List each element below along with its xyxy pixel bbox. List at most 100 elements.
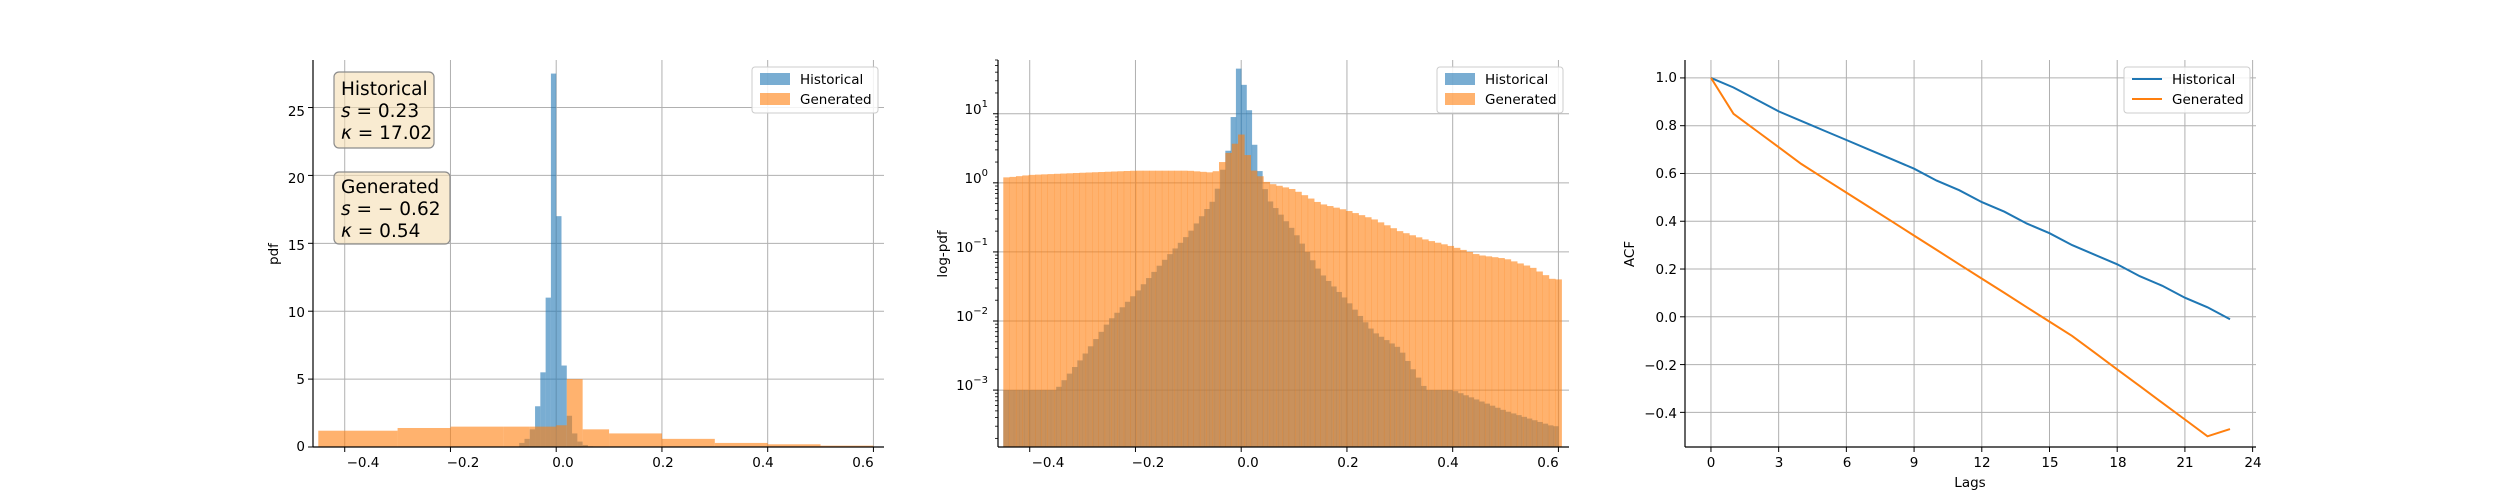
- logpdf-bar-generated: [1149, 170, 1156, 447]
- logpdf-bar-generated: [1479, 255, 1486, 447]
- pdf-x-tick-label: −0.4: [347, 455, 380, 471]
- logpdf-bar-generated: [1187, 170, 1194, 447]
- logpdf-bar-generated: [1035, 174, 1042, 447]
- logpdf-bar-generated: [1472, 254, 1480, 447]
- acf-line-generated: [1710, 77, 2231, 438]
- logpdf-bar-generated: [1009, 176, 1017, 447]
- logpdf-bar-generated: [1517, 263, 1524, 447]
- logpdf-bar-generated: [1441, 244, 1448, 447]
- pdf-y-tick-label: 5: [296, 372, 305, 388]
- logpdf-y-tick-label: 10−3: [956, 375, 988, 394]
- logpdf-bar-generated: [1383, 225, 1391, 447]
- logpdf-bar-generated: [1466, 251, 1474, 447]
- logpdf-bar-generated: [1320, 204, 1328, 447]
- pdf-y-tick-label: 15: [288, 238, 305, 254]
- logpdf-bar-generated: [1402, 233, 1410, 447]
- logpdf-bar-generated: [1529, 267, 1537, 447]
- pdf-bar-generated: [450, 426, 504, 447]
- logpdf-bar-generated: [1415, 237, 1423, 447]
- pdf-x-tick-label: −0.2: [447, 455, 480, 471]
- logpdf-x-tick-label: −0.4: [1032, 455, 1065, 471]
- logpdf-bar-generated: [1257, 176, 1264, 447]
- acf-x-tick-label: 18: [2109, 455, 2126, 471]
- logpdf-y-tick-label: 10−2: [956, 306, 988, 325]
- logpdf-bar-generated: [1491, 257, 1499, 447]
- logpdf-bar-generated: [1104, 171, 1112, 447]
- logpdf-bar-generated: [1111, 171, 1118, 447]
- pdf-legend-label-generated: Generated: [800, 92, 872, 108]
- pdf-y-tick-label: 25: [288, 104, 305, 120]
- pdf-legend-swatch-historical: [760, 73, 790, 85]
- logpdf-bar-generated: [1504, 259, 1512, 447]
- logpdf-bar-generated: [1428, 241, 1436, 447]
- acf-y-tick-label: 0.2: [1656, 262, 1677, 278]
- logpdf-bar-generated: [1212, 171, 1220, 447]
- pdf-bar-generated: [503, 426, 530, 447]
- pdf-bar-historical: [556, 216, 562, 447]
- logpdf-legend-swatch-generated: [1445, 93, 1475, 105]
- logpdf-bar-generated: [1390, 228, 1397, 447]
- pdf-bar-generated: [529, 426, 557, 447]
- logpdf-bar-generated: [1073, 173, 1080, 447]
- logpdf-x-tick-label: 0.0: [1237, 455, 1258, 471]
- generated-stats-title: Generated: [341, 177, 439, 198]
- logpdf-bar-generated: [1485, 256, 1493, 447]
- acf-x-tick-label: 6: [1843, 455, 1852, 471]
- pdf-bar-historical: [545, 297, 551, 447]
- logpdf-bar-generated: [1460, 249, 1467, 447]
- logpdf-bar-generated: [1047, 174, 1055, 447]
- logpdf-bar-generated: [1231, 143, 1239, 447]
- acf-legend-label-generated: Generated: [2172, 92, 2244, 108]
- pdf-bar-generated: [820, 445, 874, 447]
- logpdf-bar-generated: [1542, 275, 1550, 447]
- historical-stats-box: Historical s = 0.23 κ = 17.02: [333, 71, 435, 149]
- historical-skew-value: 0.23: [378, 101, 419, 122]
- pdf-y-tick-label: 0: [296, 439, 305, 455]
- pdf-bar-historical: [540, 372, 546, 447]
- logpdf-x-tick-labels: −0.4 −0.2 0.0 0.2 0.4 0.6: [1032, 455, 1559, 471]
- logpdf-bar-generated: [1155, 170, 1163, 447]
- pdf-bar-generated: [318, 430, 398, 447]
- logpdf-bar-generated: [1339, 209, 1347, 447]
- pdf-x-tick-labels: −0.4 −0.2 0.0 0.2 0.4 0.6: [347, 455, 874, 471]
- logpdf-bar-generated: [1098, 171, 1106, 448]
- pdf-bar-historical: [550, 73, 557, 447]
- logpdf-bar-generated: [1409, 235, 1416, 447]
- logpdf-bar-generated: [1015, 176, 1023, 448]
- logpdf-bar-generated: [1358, 215, 1366, 447]
- logpdf-x-tick-label: −0.2: [1132, 455, 1165, 471]
- logpdf-legend-label-generated: Generated: [1485, 92, 1557, 108]
- logpdf-bar-generated: [1218, 162, 1226, 447]
- logpdf-bar-generated: [1060, 173, 1068, 447]
- logpdf-bar-generated: [1276, 185, 1283, 447]
- logpdf-bar-generated: [1447, 245, 1455, 447]
- pdf-bar-generated: [556, 425, 567, 447]
- generated-skew-value: − 0.62: [378, 199, 441, 220]
- logpdf-y-tick-label: 10−1: [956, 237, 988, 256]
- logpdf-bar-generated: [1085, 172, 1093, 447]
- pdf-bar-historical: [561, 365, 567, 447]
- logpdf-x-tick-label: 0.2: [1337, 455, 1358, 471]
- generated-skew-line: s = − 0.62: [341, 199, 440, 220]
- pdf-x-tick-label: 0.4: [752, 455, 773, 471]
- pdf-bar-generated: [609, 433, 662, 447]
- logpdf-bar-generated: [1003, 177, 1010, 447]
- acf-x-tick-label: 3: [1775, 455, 1784, 471]
- acf-y-tick-label: 0.4: [1656, 214, 1677, 230]
- acf-legend-label-historical: Historical: [2172, 72, 2235, 88]
- logpdf-bar-generated: [1510, 261, 1518, 447]
- logpdf-bar-generated: [1028, 174, 1036, 447]
- logpdf-bar-generated: [1555, 279, 1562, 447]
- acf-lines: [1710, 76, 2231, 438]
- logpdf-y-axis-label: log-pdf: [935, 229, 951, 278]
- pdf-legend: Historical Generated: [751, 66, 879, 114]
- logpdf-x-tick-label: 0.4: [1437, 455, 1458, 471]
- logpdf-bar-generated: [1136, 170, 1144, 447]
- logpdf-bar-generated: [1295, 191, 1302, 447]
- pdf-x-tick-label: 0.0: [552, 455, 573, 471]
- pdf-x-tick-label: 0.2: [652, 455, 673, 471]
- pdf-panel: −0.4 −0.2 0.0 0.2 0.4 0.6 0 5 10 15 20 2…: [266, 60, 884, 471]
- acf-x-tick-label: 9: [1910, 455, 1919, 471]
- acf-y-axis-label: ACF: [1622, 241, 1638, 267]
